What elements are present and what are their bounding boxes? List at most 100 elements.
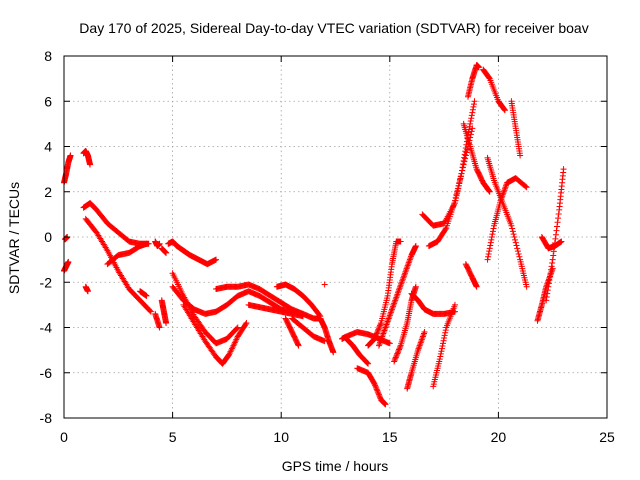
- y-tick-label: 0: [44, 229, 52, 245]
- data-point: [523, 283, 530, 290]
- sdtvar-v-series: [282, 315, 302, 349]
- data-point: [468, 115, 475, 122]
- data-point: [374, 329, 381, 336]
- data-point: [365, 360, 372, 367]
- data-point: [489, 231, 496, 238]
- x-tick-label: 10: [273, 429, 289, 445]
- x-tick-label: 5: [169, 429, 177, 445]
- sdtvar-ae-series: [404, 329, 428, 392]
- sdtvar-i-series: [137, 288, 150, 299]
- data-point: [511, 234, 518, 240]
- data-point: [501, 106, 508, 113]
- y-tick-label: 6: [44, 93, 52, 109]
- data-point: [545, 283, 552, 290]
- data-point: [546, 273, 553, 280]
- data-point: [372, 334, 379, 341]
- data-point: [375, 391, 382, 398]
- data-point: [394, 349, 401, 356]
- data-point: [457, 173, 464, 180]
- y-tick-label: 4: [44, 139, 52, 155]
- data-point: [146, 307, 153, 314]
- data-point: [522, 183, 529, 190]
- data-point: [382, 401, 389, 408]
- data-point: [550, 252, 557, 259]
- data-point: [213, 256, 220, 263]
- sdtvar-z-series: [343, 335, 372, 367]
- data-point: [454, 188, 461, 195]
- x-tick-label: 25: [599, 429, 615, 445]
- data-point: [437, 353, 444, 360]
- sdtvar-s-series: [245, 301, 306, 320]
- data-point: [330, 349, 337, 356]
- data-point: [397, 343, 404, 350]
- data-point: [299, 313, 306, 320]
- data-point: [372, 383, 379, 390]
- data-point: [489, 228, 496, 235]
- data-point: [469, 106, 476, 113]
- data-point: [439, 342, 446, 349]
- sdtvar-aj-series: [464, 62, 482, 100]
- data-point: [451, 301, 458, 308]
- data-point: [163, 249, 170, 256]
- sdtvar-m-series: [158, 245, 170, 256]
- data-point: [543, 293, 550, 300]
- sdtvar-ah-series: [425, 125, 476, 250]
- data-point: [485, 253, 492, 260]
- sdtvar-n-series: [165, 238, 220, 268]
- sdtvar-q-series: [180, 301, 250, 367]
- sdtvar-d-series: [80, 148, 94, 168]
- data-point: [471, 98, 478, 105]
- data-point: [412, 243, 419, 250]
- data-point: [468, 128, 475, 135]
- data-point: [509, 225, 516, 232]
- data-point: [501, 107, 508, 114]
- data-point: [464, 146, 471, 153]
- data-point: [372, 333, 379, 340]
- data-point: [546, 276, 553, 283]
- sdtvar-h-series: [104, 240, 150, 268]
- data-point: [516, 253, 523, 260]
- data-point: [374, 388, 381, 395]
- sdtvar-ap-series: [508, 98, 524, 159]
- data-point: [376, 323, 383, 330]
- data-point: [467, 131, 474, 138]
- data-point: [234, 324, 241, 331]
- data-point: [440, 340, 447, 347]
- data-point: [512, 236, 519, 243]
- data-point: [391, 358, 398, 365]
- data-point: [486, 248, 493, 255]
- data-point: [544, 287, 551, 294]
- data-point: [438, 345, 445, 352]
- data-point: [321, 281, 328, 288]
- data-point: [490, 225, 497, 232]
- data-point: [377, 394, 384, 401]
- y-tick-label: -8: [40, 410, 53, 426]
- data-point: [548, 266, 555, 273]
- data-point: [554, 219, 561, 226]
- data-point: [552, 235, 559, 242]
- data-point: [486, 74, 493, 81]
- data-point: [364, 359, 371, 366]
- data-point: [555, 215, 562, 222]
- data-point: [438, 348, 445, 355]
- data-point: [454, 185, 461, 192]
- data-point: [412, 283, 419, 290]
- data-point: [440, 337, 447, 344]
- data-point: [508, 222, 515, 229]
- axis-ticks: 0 5 10 15 20 25 -8 -6 -4 -2 0 2 4 6 8: [40, 48, 615, 445]
- data-point: [441, 332, 448, 339]
- x-tick-label: 0: [60, 429, 68, 445]
- data-point: [451, 197, 458, 204]
- data-point: [156, 324, 163, 331]
- data-point: [392, 355, 399, 362]
- data-point: [233, 325, 240, 332]
- y-tick-label: -2: [40, 274, 53, 290]
- sdtvar-g-series: [82, 215, 154, 315]
- data-point: [143, 240, 150, 247]
- chart-title: Day 170 of 2025, Sidereal Day-to-day VTE…: [79, 20, 588, 36]
- data-point: [143, 292, 150, 299]
- data-point: [373, 331, 380, 338]
- data-point: [456, 179, 463, 186]
- data-point: [473, 283, 480, 290]
